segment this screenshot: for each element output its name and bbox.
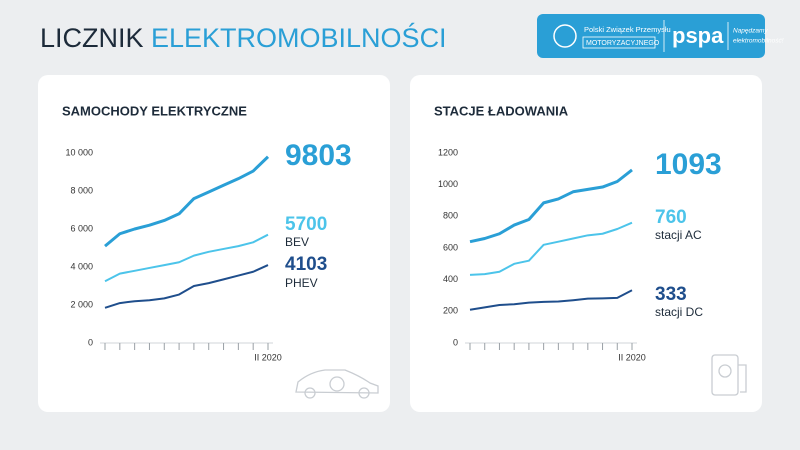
x-tick-label: II 2020	[254, 352, 282, 362]
logo-slogan: elektromobilność!	[733, 38, 784, 45]
y-tick-label: 6 000	[70, 223, 93, 233]
y-tick-label: 0	[88, 337, 93, 347]
y-tick-label: 2 000	[70, 299, 93, 309]
logo-text: Polski Związek Przemysłu	[584, 25, 671, 34]
card	[38, 75, 390, 412]
y-tick-label: 10 000	[65, 147, 93, 157]
x-tick-label: II 2020	[618, 352, 646, 362]
chart-title: SAMOCHODY ELEKTRYCZNE	[62, 103, 247, 118]
legend-label: stacji AC	[655, 228, 702, 242]
y-tick-label: 0	[453, 337, 458, 347]
y-tick-label: 800	[443, 211, 458, 221]
legend-label: BEV	[285, 235, 309, 249]
y-tick-label: 600	[443, 242, 458, 252]
end-value-label: 333	[655, 284, 687, 305]
title-part: ELEKTROMOBILNOŚCI	[151, 21, 447, 53]
title-part: LICZNIK	[40, 23, 144, 53]
series-line	[104, 233, 269, 283]
logo-text: MOTORYZACYJNEGO	[586, 40, 660, 47]
y-tick-label: 1200	[438, 147, 458, 157]
chart-title: STACJE ŁADOWANIA	[434, 103, 569, 118]
series-line	[469, 221, 633, 276]
legend-label: stacji DC	[655, 305, 703, 319]
series-line	[104, 155, 270, 248]
y-tick-label: 1000	[438, 179, 458, 189]
logo-icon	[553, 24, 577, 48]
charger-icon	[711, 354, 747, 396]
end-value-label: 760	[655, 207, 687, 228]
y-tick-label: 8 000	[70, 185, 93, 195]
logo-frame	[582, 36, 656, 49]
end-value-label: 5700	[285, 214, 327, 235]
end-value-label: 4103	[285, 254, 327, 275]
end-value-label: 9803	[285, 139, 352, 172]
car-icon	[295, 369, 379, 399]
series-line	[469, 289, 633, 311]
logo-slogan: Napędzamy	[733, 28, 768, 35]
series-line	[104, 264, 269, 309]
y-tick-label: 200	[443, 306, 458, 316]
logo-box	[537, 14, 765, 58]
y-tick-label: 400	[443, 274, 458, 284]
legend-label: PHEV	[285, 276, 318, 290]
card	[410, 75, 762, 412]
y-tick-label: 4 000	[70, 261, 93, 271]
end-value-label: 1093	[655, 148, 722, 181]
logo-brand: pspa	[672, 23, 724, 48]
series-line	[469, 168, 633, 244]
